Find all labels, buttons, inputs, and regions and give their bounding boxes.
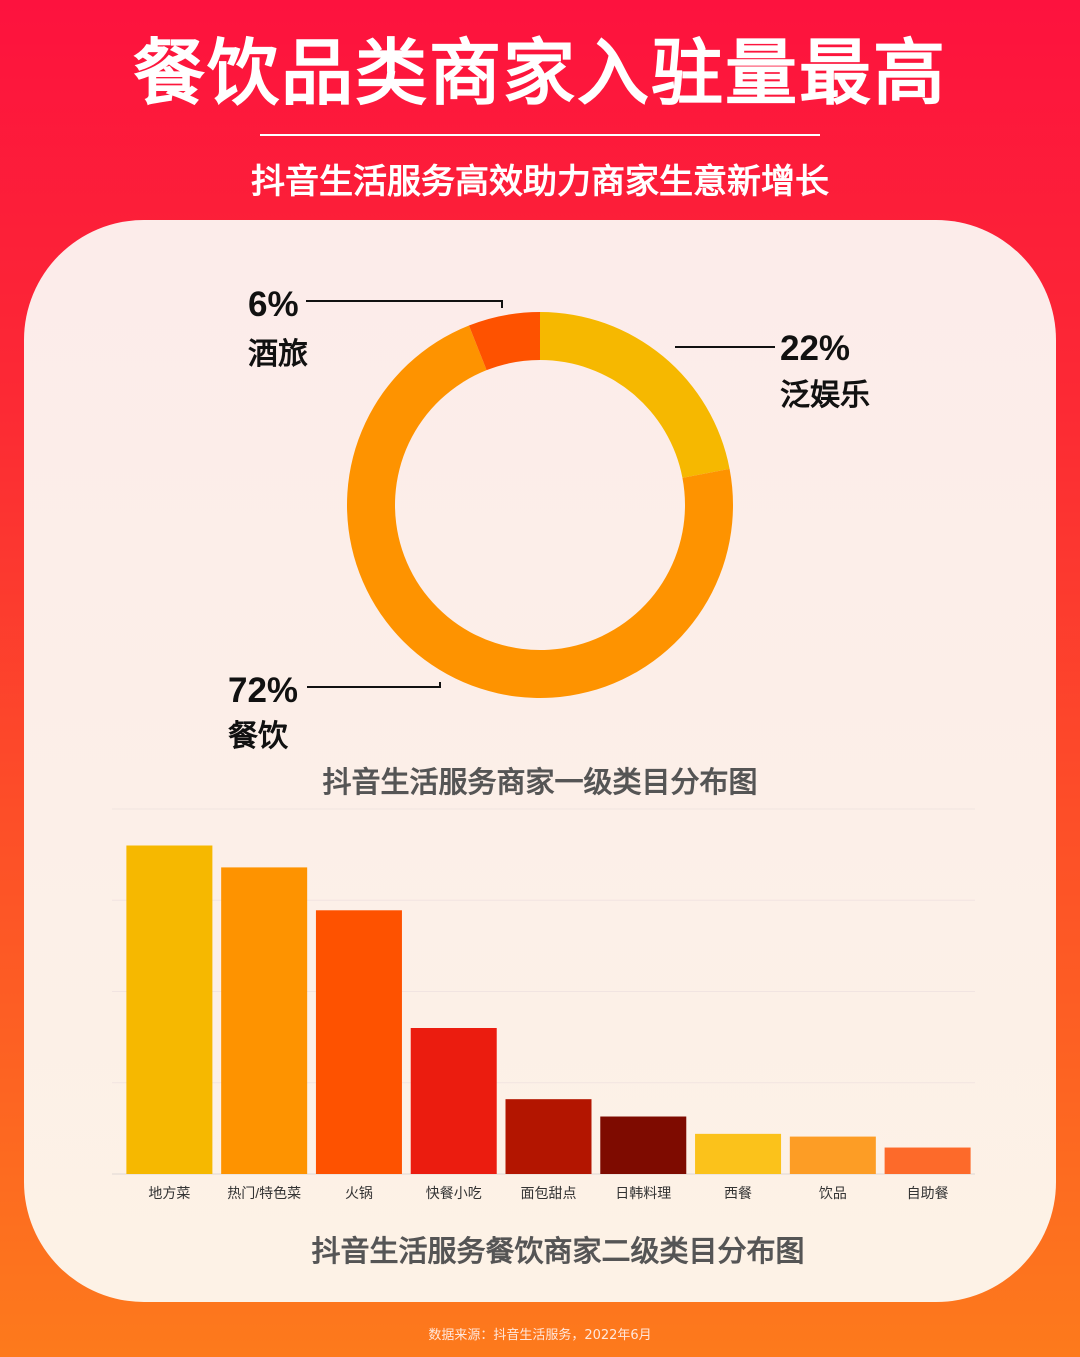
x-tick-label-6: 西餐 — [724, 1185, 752, 1201]
x-tick-label-2: 火锅 — [345, 1185, 373, 1201]
bar-7 — [789, 1136, 876, 1174]
donut-callouts: 22% 泛娱乐 72% 餐饮 6% 酒旅 — [228, 285, 870, 753]
bar-chart — [126, 845, 971, 1174]
bar-3 — [410, 1028, 497, 1174]
x-tick-label-0: 地方菜 — [148, 1185, 190, 1201]
bar-chart-x-tick-labels: 地方菜 热门/特色菜 火锅 快餐小吃 面包甜点 日韩料理 西餐 饮品 自助餐 — [148, 1185, 948, 1201]
page-title: 餐饮品类商家入驻量最高 — [132, 31, 947, 115]
x-tick-label-1: 热门/特色菜 — [227, 1185, 301, 1201]
bar-2 — [315, 910, 402, 1174]
data-source-note: 数据来源：抖音生活服务，2022年6月 — [428, 1328, 652, 1343]
donut-chart — [346, 312, 733, 698]
callout-line-1 — [307, 682, 441, 688]
bar-4 — [505, 1099, 592, 1174]
x-tick-label-7: 饮品 — [819, 1185, 847, 1201]
donut-slice-0 — [540, 312, 730, 478]
slice-category-label-2: 酒旅 — [248, 338, 308, 371]
callout-line-2 — [306, 300, 503, 308]
slice-percent-label-1: 72% — [228, 671, 298, 710]
bar-5 — [600, 1116, 687, 1174]
bar-6 — [695, 1133, 782, 1174]
slice-percent-label-0: 22% — [780, 329, 850, 368]
slice-category-label-0: 泛娱乐 — [780, 379, 870, 412]
bar-chart-title: 抖音生活服务餐饮商家二级类目分布图 — [311, 1234, 804, 1268]
donut-slice-2 — [468, 312, 540, 371]
x-tick-label-5: 日韩料理 — [615, 1185, 671, 1201]
slice-percent-label-2: 6% — [248, 285, 299, 324]
page-subtitle: 抖音生活服务高效助力商家生意新增长 — [251, 162, 829, 202]
bar-1 — [221, 867, 308, 1174]
donut-chart-title: 抖音生活服务商家一级类目分布图 — [322, 765, 757, 799]
x-tick-label-8: 自助餐 — [907, 1185, 949, 1201]
slice-category-label-1: 餐饮 — [228, 720, 289, 753]
title-divider — [260, 134, 820, 136]
bar-8 — [884, 1147, 971, 1174]
bar-0 — [126, 845, 213, 1174]
x-tick-label-3: 快餐小吃 — [426, 1185, 482, 1201]
x-tick-label-4: 面包甜点 — [521, 1185, 577, 1201]
